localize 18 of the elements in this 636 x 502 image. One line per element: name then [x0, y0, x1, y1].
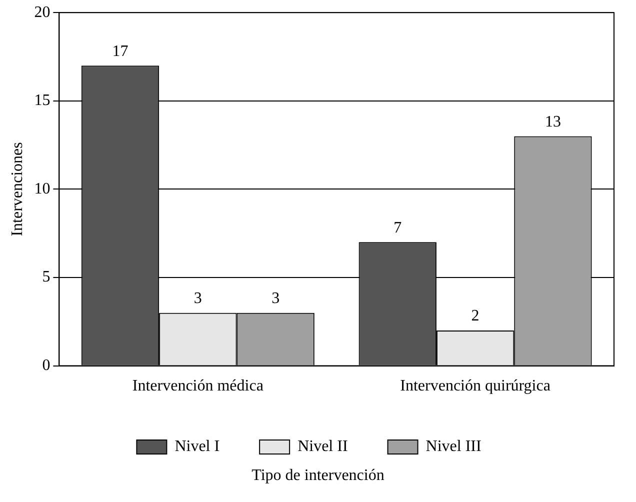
data-label: 3 — [272, 290, 280, 308]
y-axis-title: Intervenciones — [8, 142, 26, 236]
data-label: 7 — [394, 219, 402, 236]
data-label: 2 — [471, 308, 480, 325]
y-tick-label: 0 — [42, 357, 50, 374]
y-tick-label: 15 — [34, 92, 50, 110]
legend-label: Nivel I — [174, 438, 220, 456]
x-tick-label: Intervención quirúrgica — [400, 378, 550, 395]
y-tick-label: 20 — [34, 4, 50, 21]
x-tick-label: Intervención médica — [132, 378, 264, 395]
y-tick-label: 5 — [42, 268, 50, 286]
legend-label: Nivel III — [426, 438, 482, 456]
data-label: 17 — [112, 42, 128, 60]
legend-label: Nivel II — [298, 438, 348, 456]
x-axis-title: Tipo de intervención — [250, 467, 386, 485]
y-tick-label: 10 — [34, 180, 50, 198]
data-label: 13 — [544, 113, 561, 130]
data-label: 3 — [194, 290, 202, 308]
